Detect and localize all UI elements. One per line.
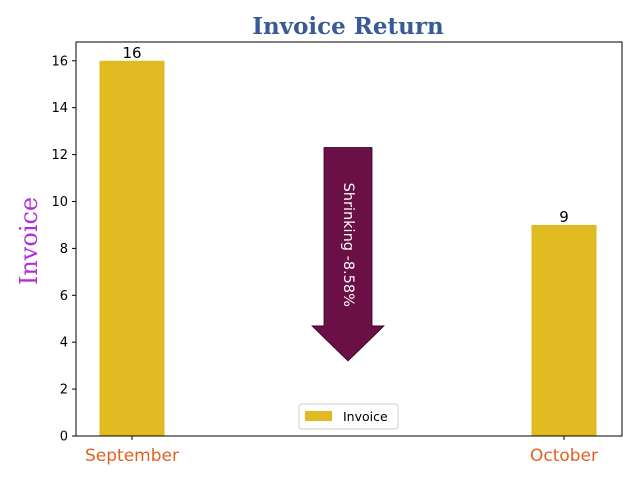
y-tick-label: 0 xyxy=(60,430,68,445)
legend-swatch xyxy=(305,411,332,421)
y-tick-label: 2 xyxy=(60,383,68,398)
y-tick-label: 6 xyxy=(60,289,68,304)
chart-title: Invoice Return xyxy=(252,13,444,40)
legend-box xyxy=(298,403,399,430)
x-tick-label-october: October xyxy=(530,446,598,466)
y-tick-label: 8 xyxy=(60,242,68,257)
data-label-september: 16 xyxy=(122,44,141,62)
trend-arrow xyxy=(311,147,385,362)
y-tick-label: 10 xyxy=(51,195,68,210)
plot-frame xyxy=(75,41,623,437)
x-tick-label-september: September xyxy=(85,446,179,466)
trend-annotation: Shrinking -8.58% xyxy=(340,183,356,307)
y-tick-label: 12 xyxy=(51,148,68,163)
bar-october xyxy=(531,224,597,436)
legend-label: Invoice xyxy=(343,409,388,424)
y-axis-label: Invoice xyxy=(15,197,43,285)
data-label-october: 9 xyxy=(559,208,569,226)
plot-area: 16 September 9 October 0 2 4 6 8 10 12 14 16 Shrinkin… xyxy=(51,41,623,466)
bar-september xyxy=(99,60,165,437)
y-tick-label: 4 xyxy=(60,336,68,351)
y-tick-label: 16 xyxy=(51,54,68,69)
y-tick-label: 14 xyxy=(51,101,68,116)
